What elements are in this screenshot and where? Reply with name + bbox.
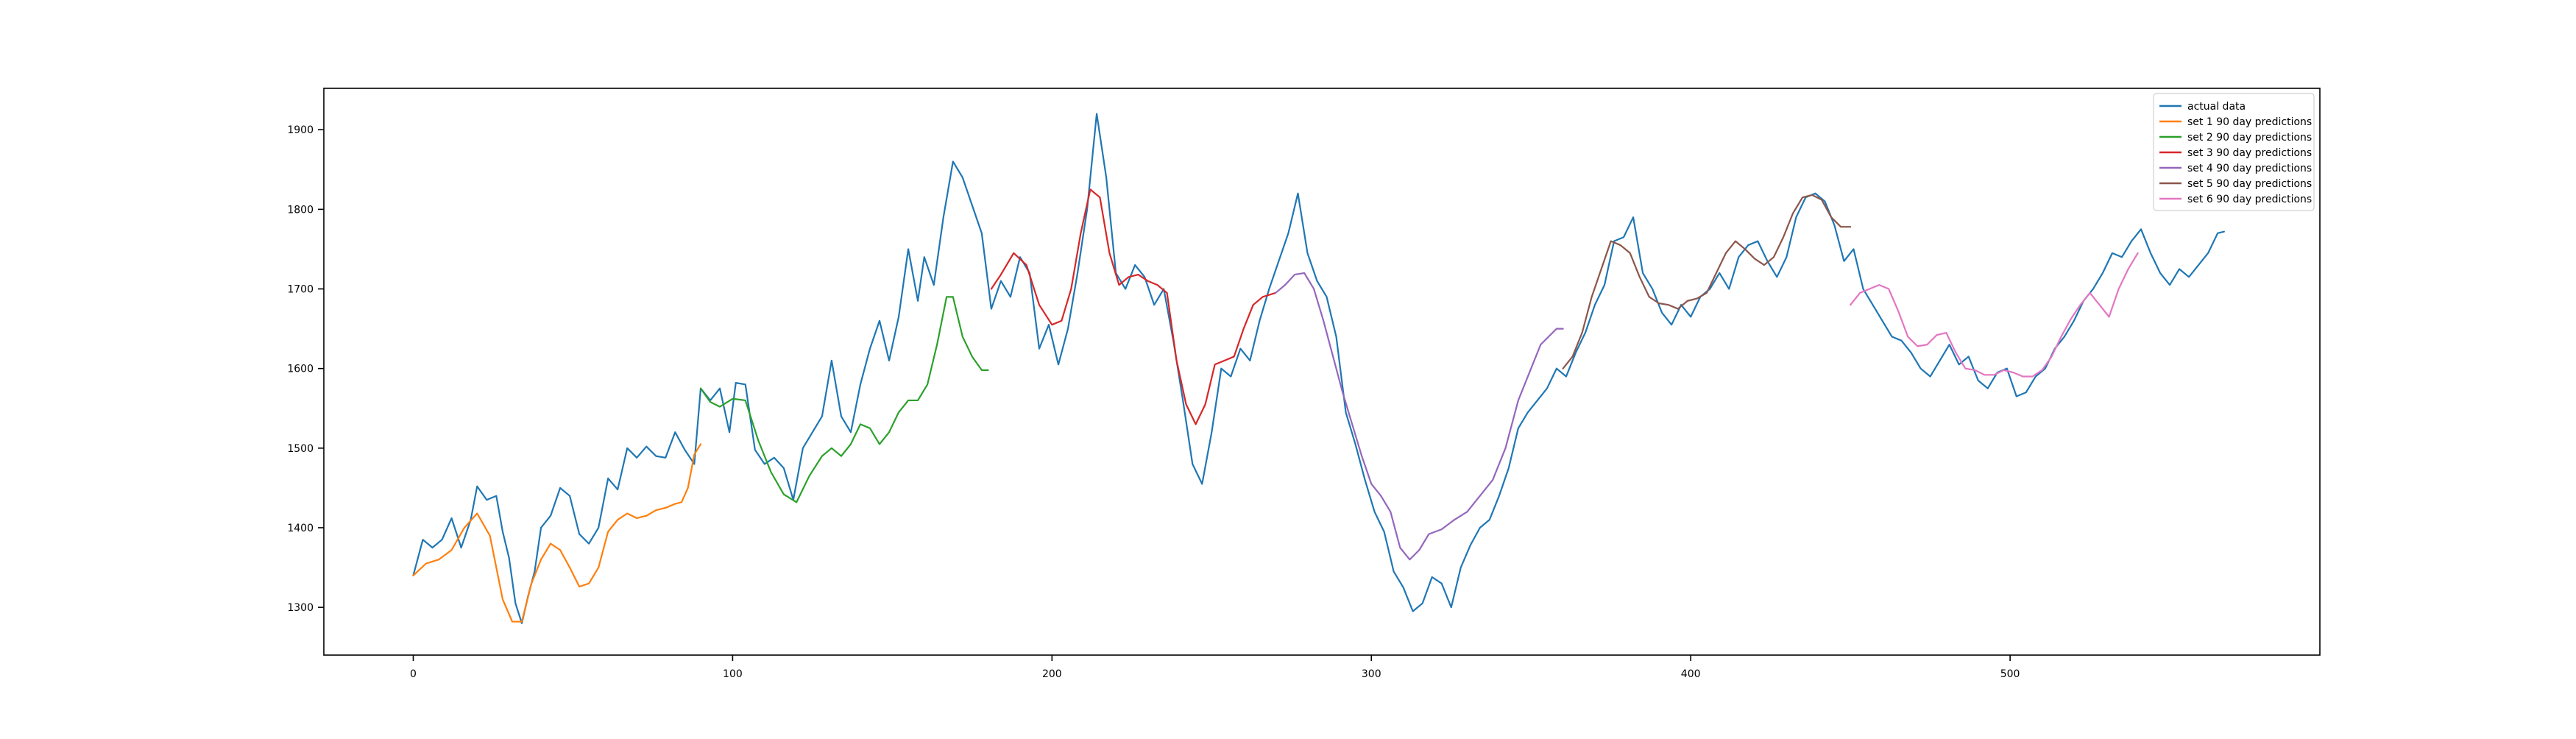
x-tick-label: 300: [1362, 668, 1381, 680]
series-lines: [412, 113, 2225, 624]
y-tick-label: 1800: [287, 204, 314, 216]
y-tick-label: 1900: [287, 124, 314, 136]
legend-label: actual data: [2187, 101, 2246, 113]
y-tick-label: 1400: [287, 523, 314, 534]
series-line-set-5-predictions: [1562, 194, 1852, 370]
x-tick-label: 0: [410, 668, 417, 680]
x-tick-label: 200: [1042, 668, 1062, 680]
x-tick-label: 100: [723, 668, 743, 680]
series-line-set-4-predictions: [1274, 272, 1564, 561]
y-tick-label: 1500: [287, 443, 314, 455]
y-tick-label: 1700: [287, 284, 314, 296]
legend: actual data set 1 90 day predictions set 2…: [2153, 93, 2315, 211]
plot-frame: [323, 88, 2321, 656]
legend-label: set 2 90 day predictions: [2187, 132, 2312, 144]
legend-label: set 5 90 day predictions: [2187, 178, 2312, 190]
legend-label: set 3 90 day predictions: [2187, 147, 2312, 159]
x-tick-label: 500: [2000, 668, 2020, 680]
series-line-set-2-predictions: [699, 296, 989, 503]
series-line-set-1-predictions: [412, 443, 702, 623]
legend-label: set 1 90 day predictions: [2187, 116, 2312, 128]
series-line-set-6-predictions: [1850, 252, 2139, 378]
y-tick-label: 1300: [287, 602, 314, 614]
x-tick-label: 400: [1681, 668, 1701, 680]
legend-label: set 4 90 day predictions: [2187, 163, 2312, 174]
legend-label: set 6 90 day predictions: [2187, 194, 2312, 205]
axis-ticks: 0 100 200 300 400 500 1300 1400 1500 1600 1700 1800…: [287, 124, 2020, 680]
legend-box: [2153, 93, 2315, 211]
series-line-set-3-predictions: [990, 188, 1277, 425]
y-tick-label: 1600: [287, 364, 314, 375]
